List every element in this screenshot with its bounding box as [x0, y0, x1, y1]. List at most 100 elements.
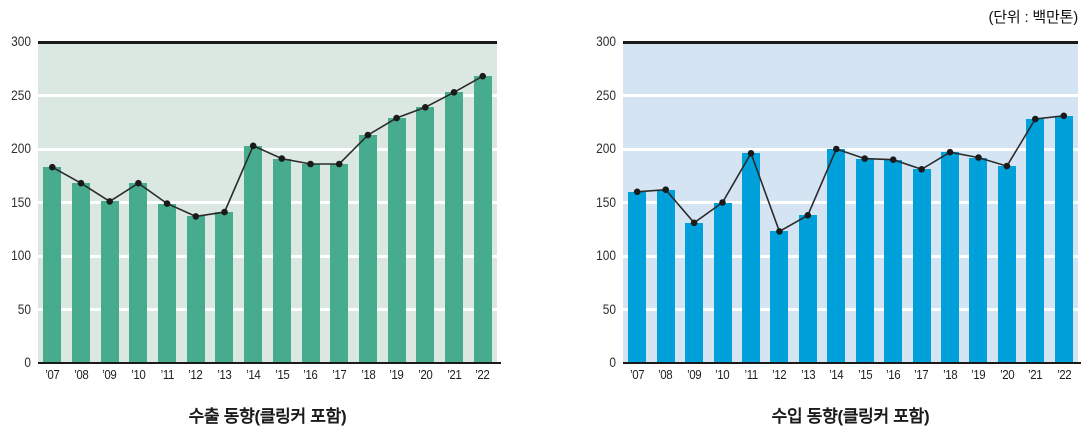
y-tick-label: 300: [11, 34, 31, 49]
bar-10: [713, 202, 732, 363]
y-tick-label: 50: [602, 301, 616, 317]
export-x-axis-line: [38, 362, 501, 364]
x-tick-label: ’16: [886, 368, 901, 382]
y-tick-label: 100: [596, 248, 616, 263]
x-tick-label: ’14: [829, 368, 844, 382]
x-tick-label: ’18: [360, 368, 376, 382]
bar-20: [416, 107, 435, 363]
x-tick-label: ’07: [630, 368, 645, 382]
export-top-border: [38, 41, 497, 44]
x-tick-label: ’08: [658, 368, 674, 382]
import-top-border: [623, 41, 1078, 44]
bar-22: [1054, 115, 1073, 363]
x-tick-label: ’11: [744, 368, 758, 382]
bar-18: [358, 135, 377, 363]
export-plot-area: [38, 41, 501, 364]
import-chart-title: 수입 동향(클링커 포함): [771, 407, 930, 426]
gridline: [38, 94, 497, 97]
x-tick-label: ’09: [686, 368, 702, 382]
bar-09: [685, 222, 704, 363]
y-tick-label: 250: [11, 87, 31, 103]
bar-11: [741, 153, 760, 363]
x-tick-label: ’21: [446, 368, 462, 382]
x-tick-label: ’16: [303, 368, 318, 382]
bar-19: [969, 157, 988, 363]
gridline: [623, 254, 1078, 258]
export-y-axis: 0 50 100 150 200 250 300: [0, 34, 38, 370]
import-x-axis-line: [623, 362, 1081, 364]
bar-11: [158, 203, 177, 363]
x-tick-label: ’07: [45, 368, 60, 382]
bar-09: [100, 201, 119, 363]
import-x-axis-labels: ’07 ’08 ’09 ’10 ’11 ’12 ’13 ’14 ’15 ’16 ’17 ’18 ’19 ’…: [623, 368, 1078, 388]
bar-16: [884, 159, 903, 363]
x-tick-label: ’20: [418, 368, 433, 382]
x-tick-label: ’13: [800, 368, 816, 382]
y-tick-label: 0: [24, 355, 31, 370]
gridline: [623, 308, 1078, 311]
bar-12: [186, 216, 205, 363]
bar-13: [215, 212, 234, 363]
x-tick-label: ’18: [942, 368, 958, 382]
bar-14: [244, 145, 263, 363]
bar-12: [770, 231, 789, 363]
import-y-axis: 0 50 100 150 200 250 300: [585, 34, 623, 370]
x-tick-label: ’08: [73, 368, 89, 382]
y-tick-label: 200: [11, 141, 31, 156]
y-tick-label: 300: [596, 34, 616, 49]
import-trend-chart: 0 50 100 150 200 250 300 ’07 ’08 ’09 ’10 ’11 ’12 ’13…: [585, 34, 1081, 427]
x-tick-label: ’22: [1056, 368, 1072, 382]
bar-21: [444, 92, 463, 363]
bar-18: [941, 152, 960, 363]
bar-16: [301, 163, 320, 363]
x-tick-label: ’14: [246, 368, 261, 382]
export-x-axis-labels: ’07 ’08 ’09 ’10 ’11 ’12 ’13 ’14 ’15 ’16 ’17 ’18 ’19 ’…: [38, 368, 497, 388]
x-tick-label: ’10: [131, 368, 146, 382]
bar-08: [656, 189, 675, 363]
bar-10: [129, 183, 148, 363]
bar-19: [387, 117, 406, 363]
bar-20: [997, 166, 1016, 363]
x-tick-label: ’12: [772, 368, 787, 382]
x-tick-label: ’15: [274, 368, 290, 382]
bar-21: [1026, 119, 1045, 363]
bar-22: [473, 76, 492, 363]
y-tick-label: 150: [596, 194, 616, 210]
bar-14: [827, 149, 846, 363]
x-tick-label: ’10: [715, 368, 730, 382]
bar-15: [272, 158, 291, 363]
import-plot-area: [623, 41, 1081, 364]
gridline: [38, 308, 497, 311]
unit-label: (단위 : 백만톤): [988, 9, 1079, 26]
x-tick-label: ’17: [332, 368, 347, 382]
y-tick-label: 50: [17, 301, 31, 317]
x-tick-label: ’13: [217, 368, 232, 382]
x-tick-label: ’12: [188, 368, 204, 382]
export-trend-chart: 0 50 100 150 200 250 300 ’07 ’08 ’09 ’10 ’11 ’12 ’13…: [0, 34, 501, 427]
x-tick-label: ’19: [389, 368, 404, 382]
gridline: [623, 94, 1078, 97]
x-tick-label: ’17: [914, 368, 929, 382]
y-tick-label: 0: [609, 355, 616, 370]
bar-13: [798, 215, 817, 363]
y-tick-label: 250: [596, 87, 616, 103]
bar-17: [912, 169, 931, 363]
x-tick-label: ’11: [160, 368, 174, 382]
bar-07: [628, 191, 647, 363]
y-tick-label: 100: [11, 248, 31, 263]
bar-17: [330, 163, 349, 363]
x-tick-label: ’15: [857, 368, 873, 382]
x-tick-label: ’09: [102, 368, 118, 382]
gridline: [38, 254, 497, 258]
x-tick-label: ’20: [999, 368, 1015, 382]
bar-08: [72, 183, 91, 363]
x-tick-label: ’22: [475, 368, 491, 382]
x-tick-label: ’19: [971, 368, 986, 382]
bar-07: [43, 167, 62, 363]
y-tick-label: 150: [11, 194, 31, 210]
export-chart-title: 수출 동향(클링커 포함): [188, 407, 347, 426]
y-tick-label: 200: [596, 141, 616, 156]
bar-15: [855, 158, 874, 363]
x-tick-label: ’21: [1028, 368, 1043, 382]
